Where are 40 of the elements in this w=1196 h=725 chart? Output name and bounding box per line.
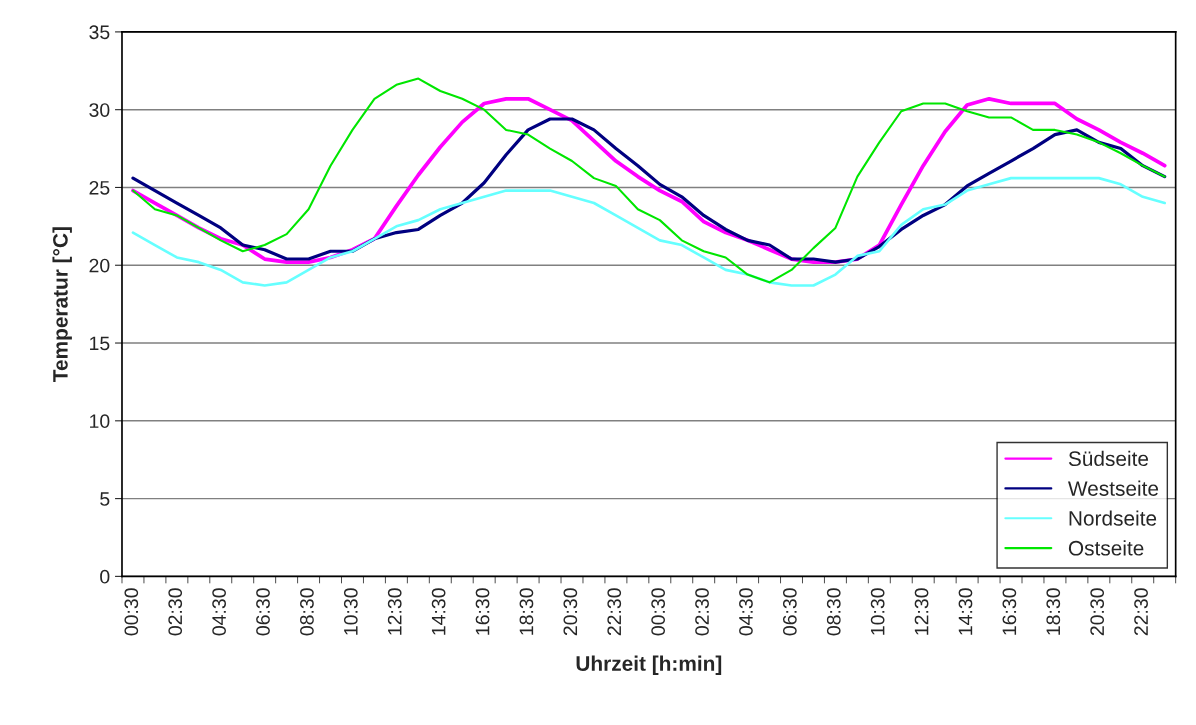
x-tick-label: 02:30 xyxy=(168,588,183,636)
y-tick-label: 10 xyxy=(90,414,110,429)
legend-label: Nordseite xyxy=(1069,510,1157,526)
legend-label: Ostseite xyxy=(1068,540,1144,556)
line-series xyxy=(131,176,1167,287)
x-tick-label: 22:30 xyxy=(1134,588,1148,636)
x-tick-label: 18:30 xyxy=(1046,588,1061,635)
x-tick-label: 12:30 xyxy=(387,588,402,635)
x-tick-label: 10:30 xyxy=(870,588,885,635)
x-tick-label: 22:30 xyxy=(607,588,622,636)
x-tick-label: 20:30 xyxy=(563,588,578,636)
y-tick-label: 25 xyxy=(89,180,110,195)
y-tick-label: 20 xyxy=(89,258,110,273)
x-tick-label: 18:30 xyxy=(519,588,534,635)
x-tick-label: 10:30 xyxy=(343,588,358,635)
y-tick-label: 30 xyxy=(89,103,110,117)
x-tick-label: 06:30 xyxy=(782,588,797,636)
x-tick-label: 14:30 xyxy=(431,588,446,635)
x-tick-label: 16:30 xyxy=(1002,588,1017,635)
x-tick-label: 16:30 xyxy=(475,588,490,635)
y-axis-title: Temperatur [°C] xyxy=(52,227,72,382)
y-tick-label: 35 xyxy=(89,25,110,40)
y-tick-label: 0 xyxy=(100,569,110,584)
x-tick-label: 08:30 xyxy=(300,588,314,636)
x-tick-label: 20:30 xyxy=(1090,588,1105,636)
x-tick-label: 04:30 xyxy=(739,588,753,636)
x-tick-label: 00:30 xyxy=(651,588,666,636)
x-tick-label: 12:30 xyxy=(914,588,929,635)
x-tick-label: 04:30 xyxy=(212,588,226,636)
x-axis-title: Uhrzeit [h:min] xyxy=(576,655,722,675)
y-tick-label: 15 xyxy=(90,336,110,351)
x-tick-label: 00:30 xyxy=(124,588,139,636)
x-tick-label: 14:30 xyxy=(958,588,973,635)
x-tick-label: 06:30 xyxy=(256,588,270,636)
legend-label: Südseite xyxy=(1068,450,1149,467)
x-tick-label: 08:30 xyxy=(826,588,841,636)
y-tick-label: 5 xyxy=(100,492,110,506)
x-tick-label: 02:30 xyxy=(695,588,709,636)
legend-label: Westseite xyxy=(1068,480,1159,496)
line-series xyxy=(131,77,1166,284)
